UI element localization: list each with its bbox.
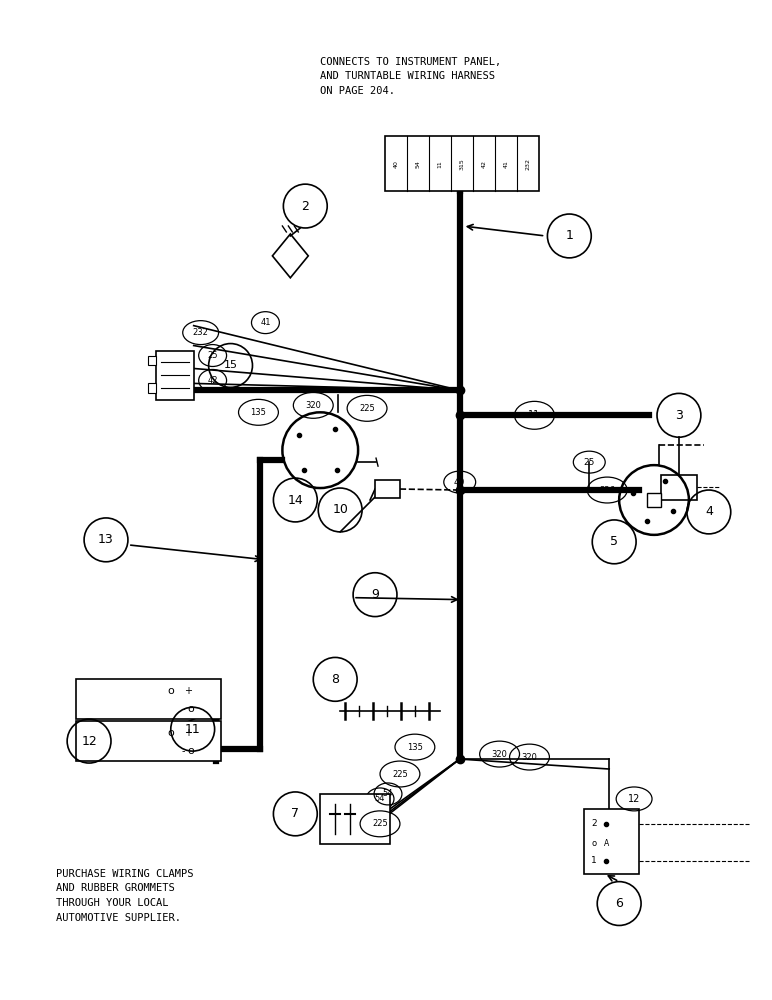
Text: 326: 326: [599, 486, 615, 495]
Bar: [148, 383, 156, 393]
Text: 3: 3: [675, 409, 683, 422]
Text: -: -: [182, 746, 185, 756]
Text: 41: 41: [260, 318, 271, 327]
Text: o: o: [168, 728, 174, 738]
Text: 320: 320: [522, 753, 537, 762]
Text: 6: 6: [615, 897, 623, 910]
Text: 15: 15: [224, 360, 238, 370]
Text: 5: 5: [610, 535, 618, 548]
Text: +: +: [184, 686, 191, 696]
Text: 2: 2: [301, 200, 310, 213]
Text: 25: 25: [208, 351, 218, 360]
Bar: [156, 351, 194, 400]
Text: 7: 7: [291, 807, 300, 820]
Text: 320: 320: [492, 750, 507, 759]
Text: o: o: [168, 686, 174, 696]
Text: 225: 225: [372, 819, 388, 828]
Text: o: o: [188, 746, 194, 756]
Bar: [661, 475, 697, 500]
Text: 225: 225: [359, 404, 375, 413]
Text: 8: 8: [331, 673, 339, 686]
Text: 13: 13: [98, 533, 114, 546]
Text: 54: 54: [383, 789, 393, 798]
Text: 135: 135: [251, 408, 266, 417]
Text: 232: 232: [193, 328, 208, 337]
Text: 54: 54: [415, 160, 421, 168]
Text: 25: 25: [584, 458, 595, 467]
Text: 12: 12: [81, 735, 97, 748]
Text: 225: 225: [392, 770, 408, 779]
Text: o: o: [591, 839, 597, 848]
Text: o: o: [188, 704, 194, 714]
Text: PURCHASE WIRING CLAMPS
AND RUBBER GROMMETS
THROUGH YOUR LOCAL
AUTOMOTIVE SUPPLIE: PURCHASE WIRING CLAMPS AND RUBBER GROMME…: [56, 869, 194, 923]
Text: -: -: [182, 704, 185, 714]
Bar: [647, 493, 661, 507]
Bar: [584, 809, 639, 874]
Bar: [148, 356, 156, 365]
Bar: [385, 136, 540, 191]
Text: 11: 11: [185, 723, 201, 736]
Text: 40: 40: [394, 160, 398, 168]
Bar: [76, 679, 221, 719]
Text: 11: 11: [438, 160, 442, 168]
Text: 2: 2: [591, 819, 597, 828]
Text: 40: 40: [454, 478, 466, 487]
Text: 42: 42: [482, 160, 487, 168]
Text: A: A: [604, 839, 609, 848]
Text: 4: 4: [705, 505, 713, 518]
Text: 9: 9: [371, 588, 379, 601]
Text: 320: 320: [305, 401, 321, 410]
Text: 11: 11: [528, 410, 540, 420]
Bar: [76, 721, 221, 761]
Text: 14: 14: [287, 493, 303, 506]
Text: 54: 54: [374, 794, 385, 803]
Text: 135: 135: [407, 743, 423, 752]
Text: +: +: [184, 728, 191, 738]
Text: 1: 1: [591, 856, 597, 865]
Text: 315: 315: [459, 158, 465, 170]
Bar: [320, 794, 390, 844]
Text: 42: 42: [208, 376, 218, 385]
Text: CONNECTS TO INSTRUMENT PANEL,
AND TURNTABLE WIRING HARNESS
ON PAGE 204.: CONNECTS TO INSTRUMENT PANEL, AND TURNTA…: [320, 57, 502, 96]
Text: 12: 12: [628, 794, 640, 804]
Text: 232: 232: [526, 158, 531, 170]
Text: 10: 10: [332, 503, 348, 516]
Bar: [375, 480, 400, 498]
Text: 41: 41: [504, 160, 509, 168]
Text: 1: 1: [565, 229, 574, 242]
